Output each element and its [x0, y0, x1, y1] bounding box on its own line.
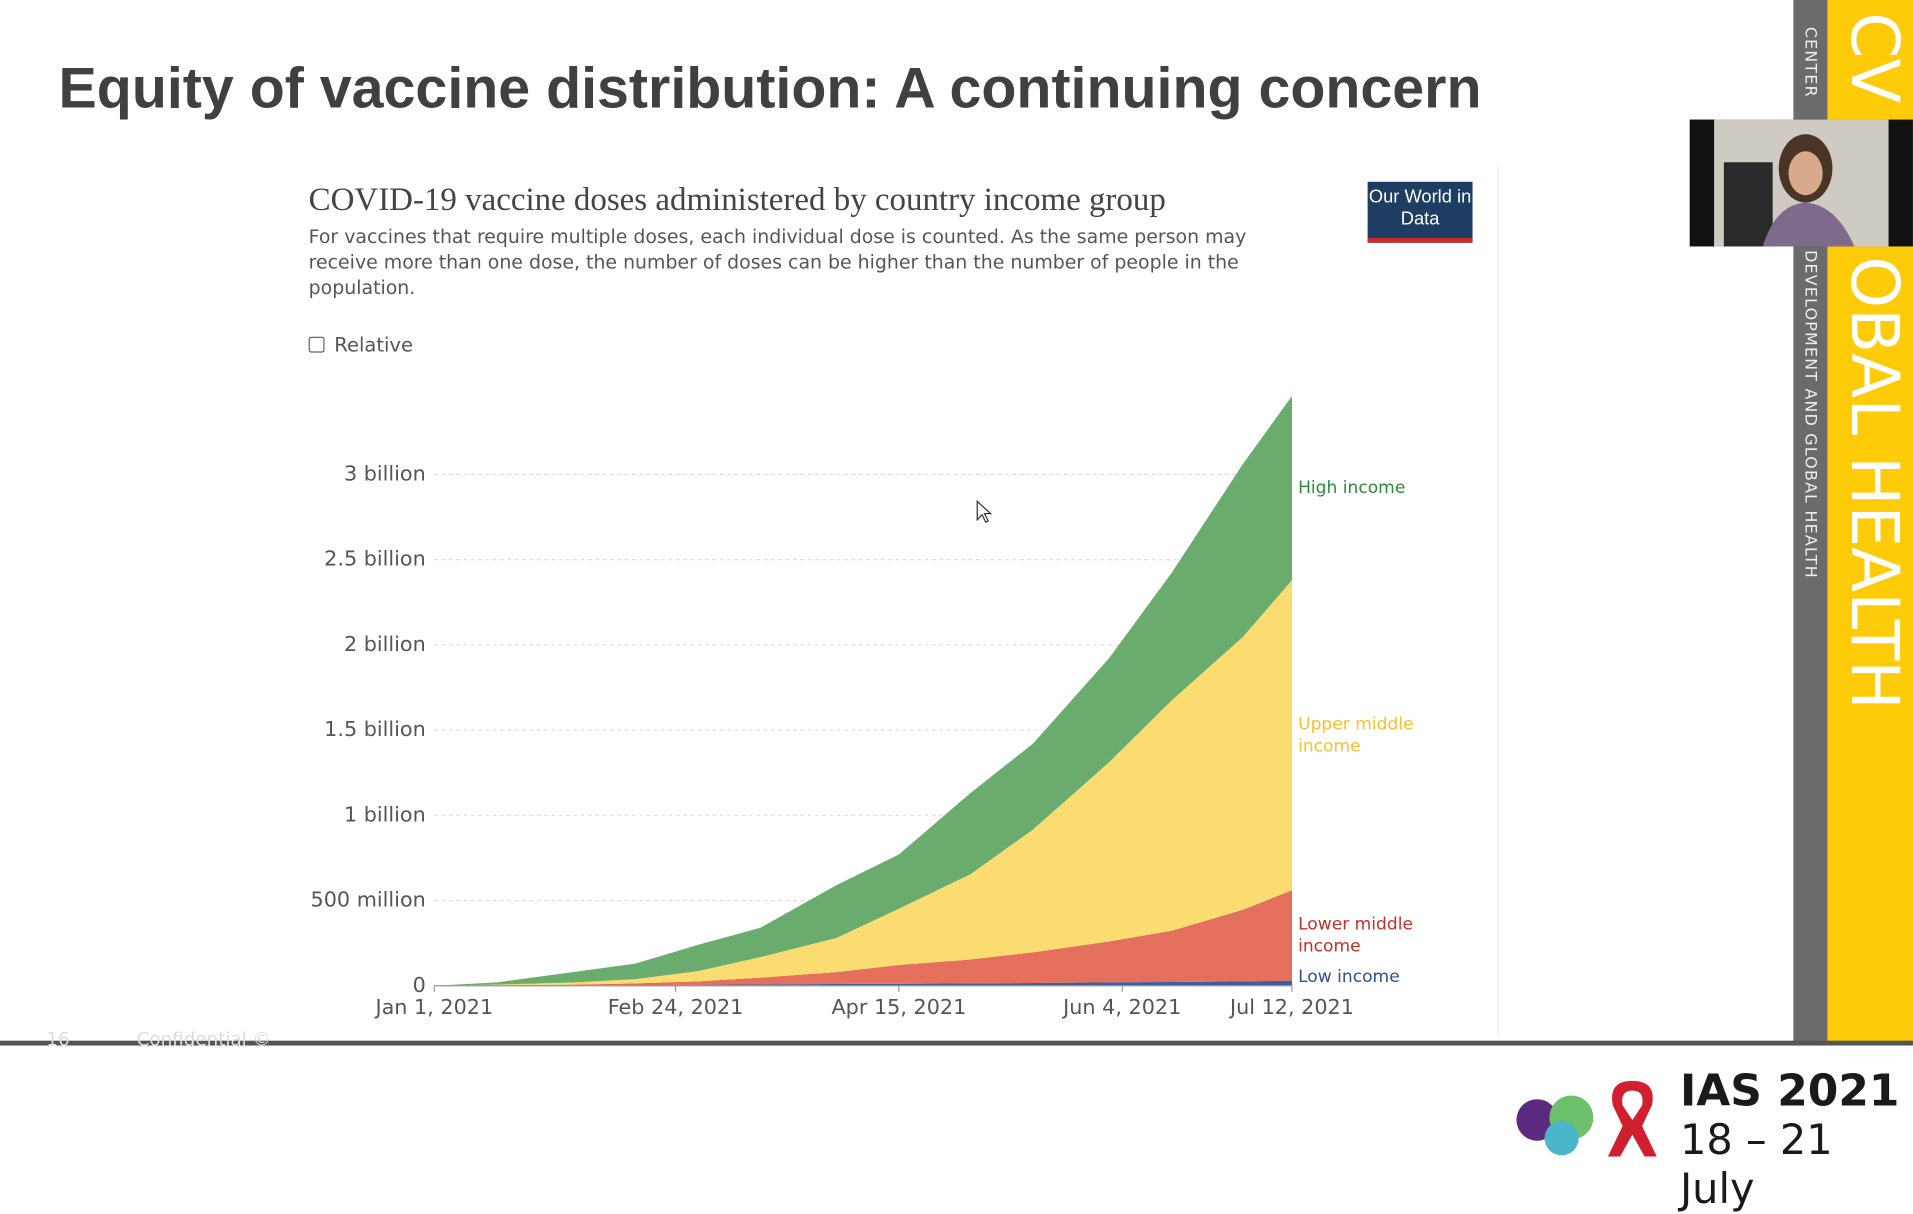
series-label: Upper middle income: [1298, 714, 1414, 756]
cursor: [976, 500, 993, 523]
x-tick-label: Feb 24, 2021: [608, 995, 744, 1019]
confidential-note: Confidential ©: [136, 1028, 271, 1051]
series-label: Lower middle income: [1298, 914, 1414, 957]
area: [434, 395, 1292, 986]
area: [434, 580, 1292, 986]
chart-subtitle: For vaccines that require multiple doses…: [308, 225, 1247, 299]
brand-text: OBAL HEALTH: [1836, 256, 1913, 710]
y-tick-label: 2.5 billion: [324, 547, 426, 571]
chart: 0 500 million 1 billion 1.5 billion 2 billio…: [311, 164, 1499, 1037]
slide-title: Equity of vaccine distribution: A contin…: [58, 54, 1482, 120]
y-tick-label: 0: [413, 973, 426, 997]
relative-toggle[interactable]: Relative: [308, 333, 414, 357]
sidebar-text: DEVELOPMENT AND GLOBAL HEALTH: [1800, 250, 1820, 579]
y-tick-label: 500 million: [311, 888, 426, 912]
y-tick-label: 2 billion: [344, 632, 426, 656]
webcam-frame: [1689, 119, 1913, 247]
x-tick-label: Jun 4, 2021: [1061, 995, 1181, 1019]
sidebar-text: CENTER: [1800, 26, 1820, 98]
divider: [0, 1040, 1913, 1046]
x-tick-label: Jan 1, 2021: [373, 995, 493, 1019]
brand-text: CV: [1836, 12, 1913, 104]
checkbox[interactable]: [308, 336, 325, 353]
y-tick-label: 1.5 billion: [324, 717, 426, 741]
owid-logo[interactable]: Our World in Data: [1367, 181, 1473, 243]
y-tick-label: 1 billion: [344, 802, 426, 826]
page-number: 16: [46, 1028, 70, 1051]
series-label: Low income: [1298, 967, 1400, 987]
area: [434, 980, 1292, 986]
webcam-video: [1689, 119, 1913, 247]
toggle-label: Relative: [334, 333, 414, 357]
area: [434, 890, 1292, 986]
x-tick-label: Jul 12, 2021: [1228, 995, 1354, 1019]
event-name: IAS 2021: [1679, 1066, 1900, 1117]
event-dates: 18 – 21 July: [1679, 1116, 1833, 1214]
chart-title: COVID-19 vaccine doses administered by c…: [308, 180, 1166, 218]
series-label: High income: [1298, 478, 1406, 498]
x-tick-label: Apr 15, 2021: [831, 995, 966, 1019]
ias-logo: [1516, 1080, 1657, 1157]
y-tick-label: 3 billion: [344, 461, 426, 485]
